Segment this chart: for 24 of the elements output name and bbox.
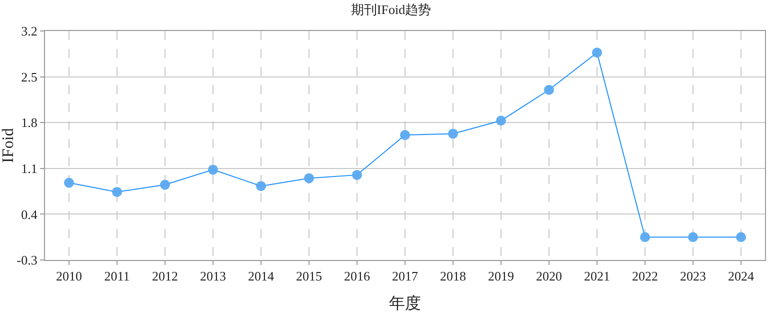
x-tick-label: 2018 xyxy=(440,268,466,284)
chart-title: 期刊IFoid趋势 xyxy=(350,2,432,18)
y-tick-label: 1.1 xyxy=(21,160,38,176)
y-tick-label: -0.3 xyxy=(16,252,38,268)
x-tick-label: 2020 xyxy=(536,268,562,284)
x-tick-label: 2010 xyxy=(56,268,82,284)
x-tick-label: 2013 xyxy=(200,268,226,284)
x-tick-label: 2011 xyxy=(104,268,130,284)
x-tick-label: 2017 xyxy=(392,268,418,284)
y-tick-label: 1.8 xyxy=(21,115,38,130)
y-tick-label: 3.2 xyxy=(21,24,38,39)
x-tick-label: 2014 xyxy=(248,268,274,284)
y-axis-title: IFoid xyxy=(0,128,17,163)
x-axis-title: 年度 xyxy=(389,294,421,312)
x-tick-label: 2022 xyxy=(632,268,658,284)
x-tick-label: 2016 xyxy=(344,268,370,284)
x-tick-label: 2015 xyxy=(296,268,322,284)
y-tick-label: 2.5 xyxy=(21,69,38,84)
x-tick-label: 2012 xyxy=(152,268,178,284)
x-tick-label: 2021 xyxy=(584,268,610,284)
x-tick-label: 2023 xyxy=(680,268,706,284)
x-tick-label: 2019 xyxy=(488,268,514,284)
x-tick-label: 2024 xyxy=(728,268,754,284)
y-tick-label: 0.4 xyxy=(21,206,38,222)
